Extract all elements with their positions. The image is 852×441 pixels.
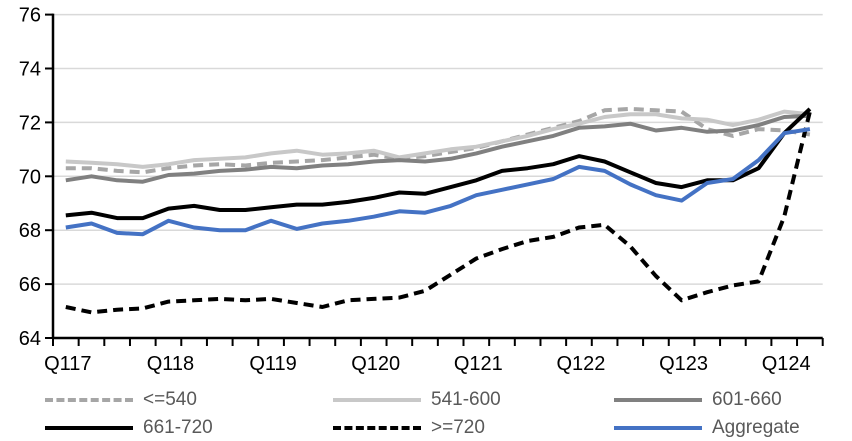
legend-label-661-720: 661-720 [143,417,213,438]
661-720-line-swatch [45,426,133,430]
x-axis-tick-label: Q123 [659,353,708,375]
chart-plot-area: 64 66 68 70 72 74 76 Q117 Q118 Q119 Q120 Q121 Q122 Q1… [19,5,824,375]
legend-label-le540: <=540 [143,389,197,410]
legend-item-ge720: >=720 [333,415,485,441]
legend-label-aggregate: Aggregate [712,417,800,438]
y-axis-tick-label: 68 [19,220,41,242]
legend-label-601-660: 601-660 [712,389,782,410]
legend-item-661-720: 661-720 [45,415,213,441]
le540-line-swatch [45,398,133,402]
legend-item-aggregate: Aggregate [614,415,800,441]
y-axis-tick-label: 72 [19,112,41,134]
series-line-601660 [65,113,811,184]
y-axis-tick-label: 76 [19,5,41,27]
legend-label-541-600: 541-600 [431,389,501,410]
x-axis-tick-label: Q122 [556,353,605,375]
series-line-541600 [65,109,811,169]
x-axis-tick-label: Q119 [249,353,296,375]
601-660-line-swatch [614,398,702,402]
541-600-line-swatch [333,398,421,402]
y-axis-tick-label: 74 [19,59,41,81]
x-axis-tick-label: Q118 [147,353,194,375]
x-axis-tick-label: Q121 [454,353,503,375]
series-line-720 [65,111,812,315]
aggregate-line-swatch [614,426,702,430]
y-axis-tick-label: 66 [19,274,41,296]
series-line-Aggregate [65,127,811,237]
y-axis-tick-label: 64 [19,328,41,350]
series-line-540 [65,106,811,175]
legend-item-601-660: 601-660 [614,387,782,413]
x-axis-tick-label: Q117 [44,353,91,375]
ge720-line-swatch [333,426,421,430]
legend-item-541-600: 541-600 [333,387,501,413]
y-axis-tick-label: 70 [19,166,41,188]
legend-item-le540: <=540 [45,387,197,413]
legend-label-ge720: >=720 [431,417,485,438]
x-axis-tick-label: Q120 [351,353,400,375]
x-axis-tick-label: Q124 [762,353,811,375]
series-line-661720 [65,107,812,221]
